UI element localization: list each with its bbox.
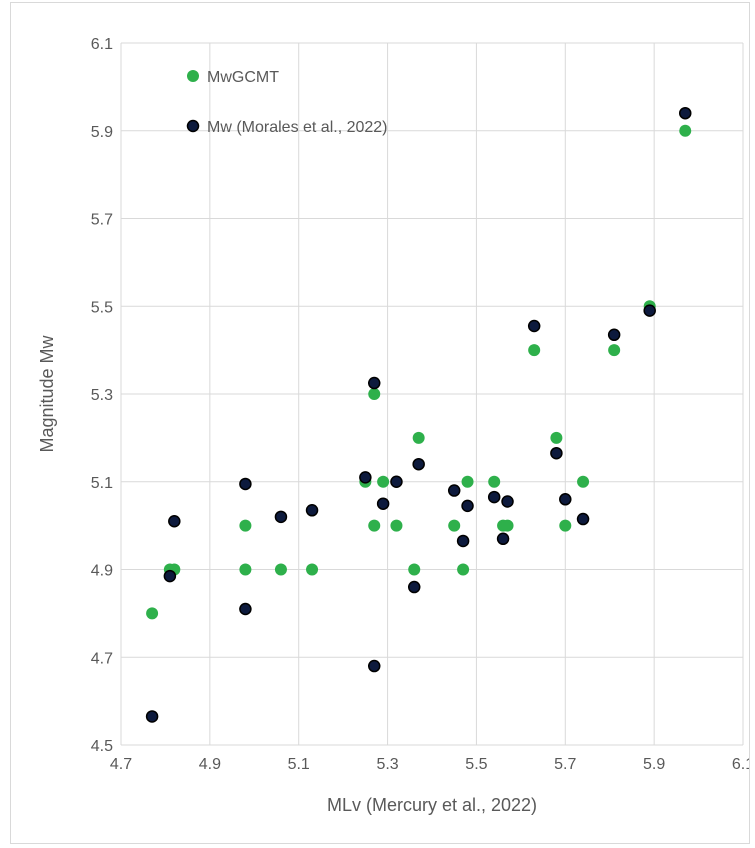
data-point-morales: [412, 457, 425, 471]
grid-lines: [120, 42, 744, 746]
data-point-gcmt: [274, 563, 287, 576]
data-point-gcmt: [457, 563, 470, 576]
data-point-morales: [239, 477, 252, 491]
data-point-morales: [168, 514, 181, 528]
y-tick-label: 5.7: [91, 212, 113, 229]
data-point-gcmt: [461, 475, 474, 488]
data-point-morales: [607, 328, 621, 342]
x-tick-label: 4.7: [110, 756, 132, 773]
data-point-morales: [487, 490, 501, 504]
data-point-gcmt: [390, 519, 403, 532]
y-tick-label: 5.5: [91, 299, 113, 316]
x-tick-label: 6.1: [732, 756, 749, 773]
data-point-gcmt: [239, 563, 252, 576]
data-point-morales: [367, 659, 381, 673]
data-point-morales: [359, 471, 372, 484]
data-point-morales: [239, 602, 252, 616]
legend-marker: [187, 70, 199, 82]
data-point-gcmt: [377, 475, 390, 488]
scatter-chart: 4.54.74.95.15.35.55.75.96.1 4.7 4.9 5.1 5.3…: [37, 36, 749, 815]
data-point-morales: [367, 376, 381, 390]
data-point-gcmt: [559, 519, 572, 532]
y-tick-label: 4.7: [91, 650, 113, 667]
data-point-morales: [145, 710, 159, 723]
data-point-morales: [305, 504, 319, 517]
data-point-morales: [501, 495, 514, 508]
legend-label: MwGCMT: [207, 69, 279, 86]
data-point-gcmt: [448, 519, 461, 532]
x-tick-labels: 4.7 4.9 5.1 5.3 5.5 5.7 5.9 6.1: [110, 756, 749, 773]
chart-frame: 4.5 4.7 4.9 5.1 5.3 5.5 5.7 5.9 6.1 4.7 4.9 5.1 5.3…: [10, 2, 750, 844]
y-tick-label: 5.1: [91, 475, 113, 492]
x-axis-label: MLv (Mercury et al., 2022): [327, 795, 537, 815]
data-point-morales: [456, 534, 470, 548]
data-point-morales: [559, 493, 572, 506]
legend-label: Mw (Morales et al., 2022): [207, 119, 388, 136]
data-point-morales: [376, 497, 390, 510]
x-tick-label: 5.3: [376, 756, 398, 773]
y-tick-label: 5.3: [91, 387, 113, 404]
x-tick-label: 5.7: [554, 756, 576, 773]
data-point-gcmt: [368, 519, 381, 532]
data-point-morales: [407, 580, 421, 594]
data-points: [145, 106, 692, 723]
data-point-gcmt: [408, 563, 421, 576]
x-tick-label: 5.5: [465, 756, 487, 773]
data-point-morales: [390, 475, 403, 488]
y-tick-label: 4.5: [91, 738, 113, 755]
data-point-gcmt: [501, 519, 514, 532]
data-point-gcmt: [412, 431, 425, 444]
data-point-gcmt: [368, 388, 381, 400]
data-point-gcmt: [679, 124, 692, 137]
y-tick-labels: 4.5 4.7 4.9 5.1 5.3 5.5 5.7 5.9 6.1: [91, 36, 113, 755]
data-point-gcmt: [550, 431, 563, 444]
data-point-morales: [274, 510, 288, 524]
data-point-gcmt: [577, 475, 590, 488]
data-point-gcmt: [146, 607, 159, 620]
x-tick-label: 5.9: [643, 756, 665, 773]
data-point-gcmt: [239, 519, 252, 532]
data-point-morales: [496, 532, 510, 546]
data-point-gcmt: [488, 475, 501, 488]
data-point-morales: [527, 319, 541, 333]
data-point-morales: [576, 512, 590, 526]
data-point-gcmt: [608, 344, 621, 357]
y-tick-label: 4.9: [91, 563, 113, 580]
x-tick-label: 4.9: [199, 756, 221, 773]
data-point-morales: [461, 499, 474, 513]
legend-marker: [186, 119, 200, 133]
data-point-morales: [550, 446, 563, 460]
data-point-morales: [447, 484, 461, 497]
data-point-morales: [643, 304, 656, 317]
x-tick-label: 5.1: [288, 756, 310, 773]
data-point-gcmt: [528, 344, 541, 357]
y-tick-label: 6.1: [91, 36, 113, 53]
data-point-morales: [163, 569, 177, 583]
data-point-gcmt: [306, 563, 319, 576]
y-tick-label: 5.9: [91, 124, 113, 141]
legend: MwGCMT Mw (Morales et al., 2022): [186, 69, 388, 136]
data-point-morales: [678, 106, 692, 120]
y-axis-label: Magnitude Mw: [37, 334, 57, 452]
